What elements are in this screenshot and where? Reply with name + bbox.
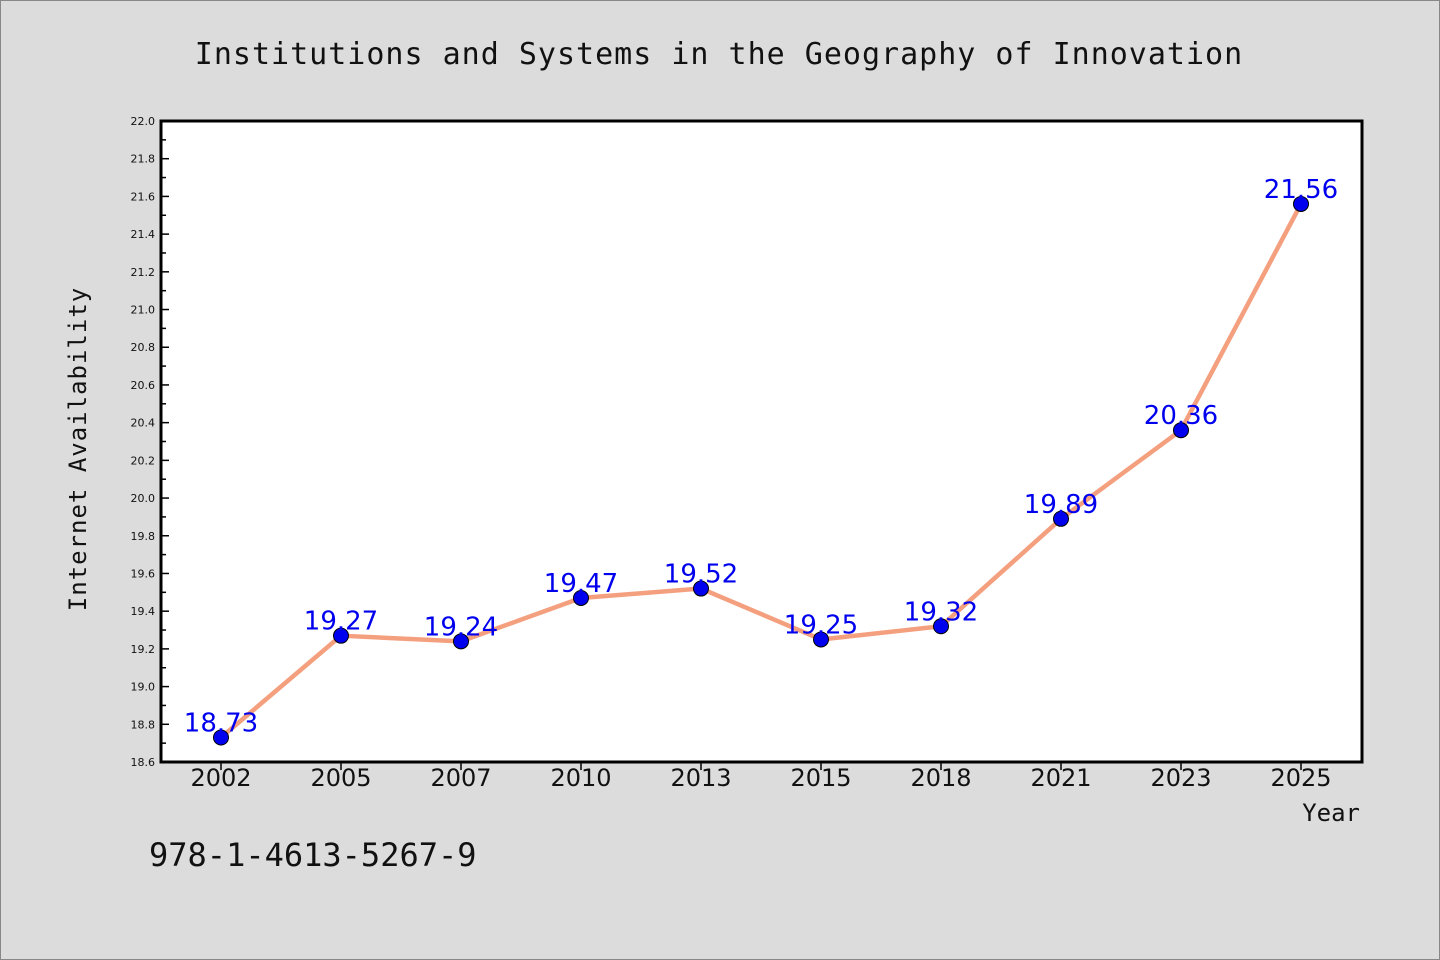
x-tick-label: 2018 <box>910 764 971 792</box>
y-axis: 18.6 18.8 19.0 19.2 19.4 19.6 19.8 20.0 20.2 20.4… <box>131 115 169 769</box>
y-tick-label: 21.2 <box>131 266 156 279</box>
x-tick-label: 2023 <box>1150 764 1211 792</box>
x-tick-label: 2013 <box>670 764 731 792</box>
data-point <box>933 618 949 635</box>
plot-area <box>159 119 1364 764</box>
data-labels-group: 18.73 19.27 19.24 19.47 19.52 19.25 19.32 19.89… <box>184 175 1338 739</box>
data-label: 19.27 <box>304 607 378 637</box>
data-label: 18.73 <box>184 708 258 738</box>
series-group <box>213 195 1309 746</box>
data-point <box>333 627 349 644</box>
x-axis: 2002 2005 2007 2010 2013 2015 2018 2021 2023 2025 <box>190 762 1332 792</box>
data-label: 19.47 <box>544 569 618 599</box>
y-tick-label: 21.8 <box>131 153 156 166</box>
isbn-footer: 978-1-4613-5267-9 <box>149 836 477 874</box>
data-label: 19.24 <box>424 612 498 642</box>
y-tick-label: 18.8 <box>131 718 156 731</box>
data-point <box>813 631 829 648</box>
data-point <box>213 729 229 746</box>
data-label: 19.52 <box>664 560 738 590</box>
y-tick-label: 21.0 <box>131 304 156 317</box>
x-tick-label: 2002 <box>190 764 251 792</box>
y-tick-label: 21.4 <box>131 228 156 241</box>
data-label: 20.36 <box>1144 401 1218 431</box>
data-point <box>1053 510 1069 527</box>
data-label: 21.56 <box>1264 175 1338 205</box>
y-tick-label: 22.0 <box>131 115 156 128</box>
data-point <box>573 589 589 606</box>
x-tick-label: 2015 <box>790 764 851 792</box>
data-point <box>693 580 709 597</box>
x-tick-label: 2005 <box>310 764 371 792</box>
chart-title: Institutions and Systems in the Geograph… <box>195 37 1243 72</box>
y-tick-label: 19.0 <box>131 681 156 694</box>
y-tick-label: 18.6 <box>131 756 156 769</box>
data-label: 19.32 <box>904 597 978 627</box>
y-tick-label: 20.8 <box>131 341 156 354</box>
x-tick-label: 2021 <box>1030 764 1091 792</box>
x-tick-label: 2025 <box>1270 764 1331 792</box>
data-point <box>1293 195 1309 212</box>
y-tick-label: 19.4 <box>131 605 156 618</box>
data-point <box>453 633 469 650</box>
y-tick-label: 20.6 <box>131 379 156 392</box>
data-label: 19.25 <box>784 610 858 640</box>
x-tick-label: 2007 <box>430 764 491 792</box>
y-tick-label: 20.2 <box>131 454 156 467</box>
x-axis-label: Year <box>1302 799 1360 827</box>
series-line <box>219 202 1303 740</box>
y-tick-label: 20.4 <box>131 417 156 430</box>
data-point <box>1173 422 1189 439</box>
y-tick-label: 21.6 <box>131 190 156 203</box>
y-axis-label: Internet Availability <box>64 287 92 611</box>
y-tick-label: 19.8 <box>131 530 156 543</box>
x-tick-label: 2010 <box>550 764 611 792</box>
y-tick-label: 20.0 <box>131 492 156 505</box>
data-label: 19.89 <box>1024 490 1098 520</box>
y-tick-label: 19.6 <box>131 567 156 580</box>
y-tick-label: 19.2 <box>131 643 156 656</box>
